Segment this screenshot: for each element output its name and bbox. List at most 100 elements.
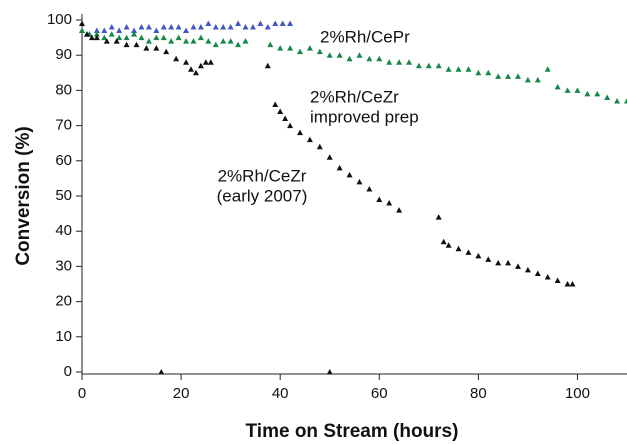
point xyxy=(79,27,85,34)
point xyxy=(435,214,442,220)
point xyxy=(113,38,120,44)
point xyxy=(346,55,353,62)
point xyxy=(376,196,383,203)
annotation: 2%Rh/CeZr xyxy=(218,166,307,185)
point xyxy=(475,69,482,76)
point xyxy=(93,31,100,37)
point xyxy=(406,59,412,65)
point xyxy=(133,41,140,48)
annotation: (early 2007) xyxy=(217,186,308,205)
point xyxy=(386,200,393,206)
point xyxy=(569,281,576,287)
point xyxy=(624,97,627,104)
point xyxy=(564,87,571,93)
point xyxy=(108,31,115,37)
point xyxy=(524,76,531,83)
annotation: 2%Rh/CePr xyxy=(320,27,410,46)
point xyxy=(366,55,373,62)
point xyxy=(207,59,214,65)
point xyxy=(83,31,90,37)
point xyxy=(168,38,175,44)
point xyxy=(356,52,363,58)
point xyxy=(190,24,197,30)
point xyxy=(192,69,199,76)
point xyxy=(515,263,521,269)
point xyxy=(123,34,130,41)
point xyxy=(306,45,313,51)
point xyxy=(505,73,512,79)
point xyxy=(445,66,452,72)
point xyxy=(242,38,249,44)
point xyxy=(131,27,138,34)
y-tick-label: 50 xyxy=(55,187,72,204)
point xyxy=(212,41,219,48)
point xyxy=(227,24,234,30)
point xyxy=(175,24,182,30)
point xyxy=(287,20,294,27)
point xyxy=(316,143,323,150)
point xyxy=(138,34,145,41)
point xyxy=(153,27,160,34)
point xyxy=(316,48,323,55)
point xyxy=(190,38,197,44)
point xyxy=(465,249,472,255)
point xyxy=(326,52,333,58)
point xyxy=(534,76,541,83)
point xyxy=(153,45,160,51)
point xyxy=(101,34,108,41)
point xyxy=(163,48,170,55)
point xyxy=(227,38,234,44)
point xyxy=(205,20,212,27)
point xyxy=(79,20,85,27)
point xyxy=(306,136,313,143)
point xyxy=(505,259,512,266)
point xyxy=(396,59,403,65)
x-tick-label: 0 xyxy=(78,385,86,402)
point xyxy=(287,122,294,129)
y-tick-label: 80 xyxy=(55,81,72,98)
point xyxy=(175,34,182,41)
x-tick-label: 100 xyxy=(565,385,590,402)
point xyxy=(435,62,442,69)
point xyxy=(515,73,521,79)
point xyxy=(544,66,551,72)
point xyxy=(264,24,271,30)
point xyxy=(205,38,212,44)
point xyxy=(544,273,551,280)
point xyxy=(366,185,373,192)
point xyxy=(173,55,180,62)
point xyxy=(257,20,264,27)
point xyxy=(326,369,333,375)
point xyxy=(455,66,462,72)
point xyxy=(202,59,209,65)
x-tick-label: 40 xyxy=(272,385,289,402)
x-tick-label: 80 xyxy=(470,385,487,402)
x-axis-label: Time on Stream (hours) xyxy=(246,421,459,442)
point xyxy=(584,90,591,97)
point xyxy=(534,270,541,276)
point xyxy=(564,281,571,287)
y-tick-label: 30 xyxy=(55,257,72,274)
point xyxy=(336,52,343,58)
point xyxy=(524,266,531,273)
point xyxy=(356,178,363,185)
y-tick-label: 0 xyxy=(64,363,72,380)
y-tick-label: 60 xyxy=(55,152,72,169)
point xyxy=(594,90,601,97)
point xyxy=(197,34,204,41)
point xyxy=(495,73,502,79)
point xyxy=(272,20,279,27)
point xyxy=(143,45,150,51)
point xyxy=(386,59,393,65)
point xyxy=(604,94,611,100)
point xyxy=(425,62,432,69)
point xyxy=(123,41,130,48)
point xyxy=(554,83,561,90)
point xyxy=(188,66,194,72)
point xyxy=(574,87,581,93)
point xyxy=(465,66,472,72)
point xyxy=(485,256,492,262)
point xyxy=(475,252,482,259)
